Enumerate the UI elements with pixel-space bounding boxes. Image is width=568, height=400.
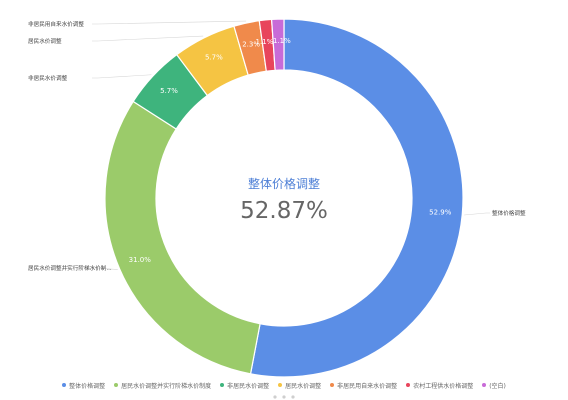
legend-item[interactable]: 非居民水价调整 [220,381,269,390]
slice-value-label: 1.1% [256,38,274,46]
callout-line [92,35,204,42]
callout-line [92,267,118,270]
legend-item[interactable]: 农村工程供水价格调整 [406,381,473,390]
legend-item[interactable]: 非居民用自来水价调整 [330,381,397,390]
pie-slice [249,18,464,378]
callout-label: 居民水价调整 [28,37,62,45]
legend-swatch [62,383,67,387]
legend-pager[interactable] [272,395,296,399]
slice-value-label: 2.3% [242,40,260,48]
center-value: 52.87% [240,198,328,224]
legend-swatch [406,383,411,387]
legend-swatch [278,383,283,387]
callout-label: 整体价格调整 [492,209,526,217]
pie-slice [270,18,285,71]
chart-legend: 整体价格调整 居民水价调整并实行阶梯水价制度 非居民水价调整 居民水价调整 非居民用自来… [0,377,568,393]
legend-swatch [482,383,487,387]
legend-swatch [330,383,335,387]
slice-value-label: 5.7% [205,54,223,62]
callout-line [92,74,152,79]
slice-value-label: 1.1% [273,37,291,45]
legend-label: 农村工程供水价格调整 [413,382,474,390]
legend-item[interactable]: 居民水价调整并实行阶梯水价制度 [114,381,211,390]
legend-item[interactable]: 居民水价调整 [278,381,321,390]
slice-value-label: 52.9% [429,209,452,217]
slice-value-label: 5.7% [160,87,178,95]
legend-swatch [220,383,225,387]
legend-label: 非居民用自来水价调整 [337,382,398,390]
legend-swatch [114,383,119,387]
legend-label: 居民水价调整 [285,382,322,390]
legend-label: 居民水价调整并实行阶梯水价制度 [121,382,212,390]
slice-value-label: 31.0% [129,256,152,264]
callout-label: 非居民用自来水价调整 [28,20,84,28]
legend-label: (空白) [489,382,506,390]
legend-label: 整体价格调整 [69,382,106,390]
callout-label: 居民水价调整并实行阶梯水价制... [28,264,112,272]
callout-label: 非居民水价调整 [28,74,68,82]
legend-item[interactable]: 整体价格调整 [62,381,105,390]
legend-item[interactable]: (空白) [482,381,506,390]
callout-line [464,212,490,216]
center-title: 整体价格调整 [248,176,320,191]
pie-slice [104,100,261,375]
legend-label: 非居民水价调整 [227,382,270,390]
callout-line [92,20,247,25]
